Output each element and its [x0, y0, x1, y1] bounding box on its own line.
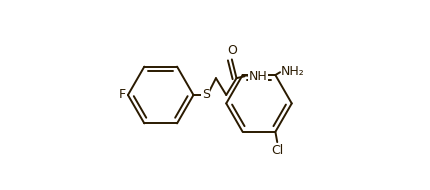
- Text: S: S: [202, 89, 210, 101]
- Text: F: F: [119, 89, 126, 101]
- Text: NH: NH: [249, 70, 267, 83]
- Text: NH₂: NH₂: [281, 65, 305, 78]
- Text: Cl: Cl: [271, 144, 284, 157]
- Text: O: O: [227, 44, 237, 57]
